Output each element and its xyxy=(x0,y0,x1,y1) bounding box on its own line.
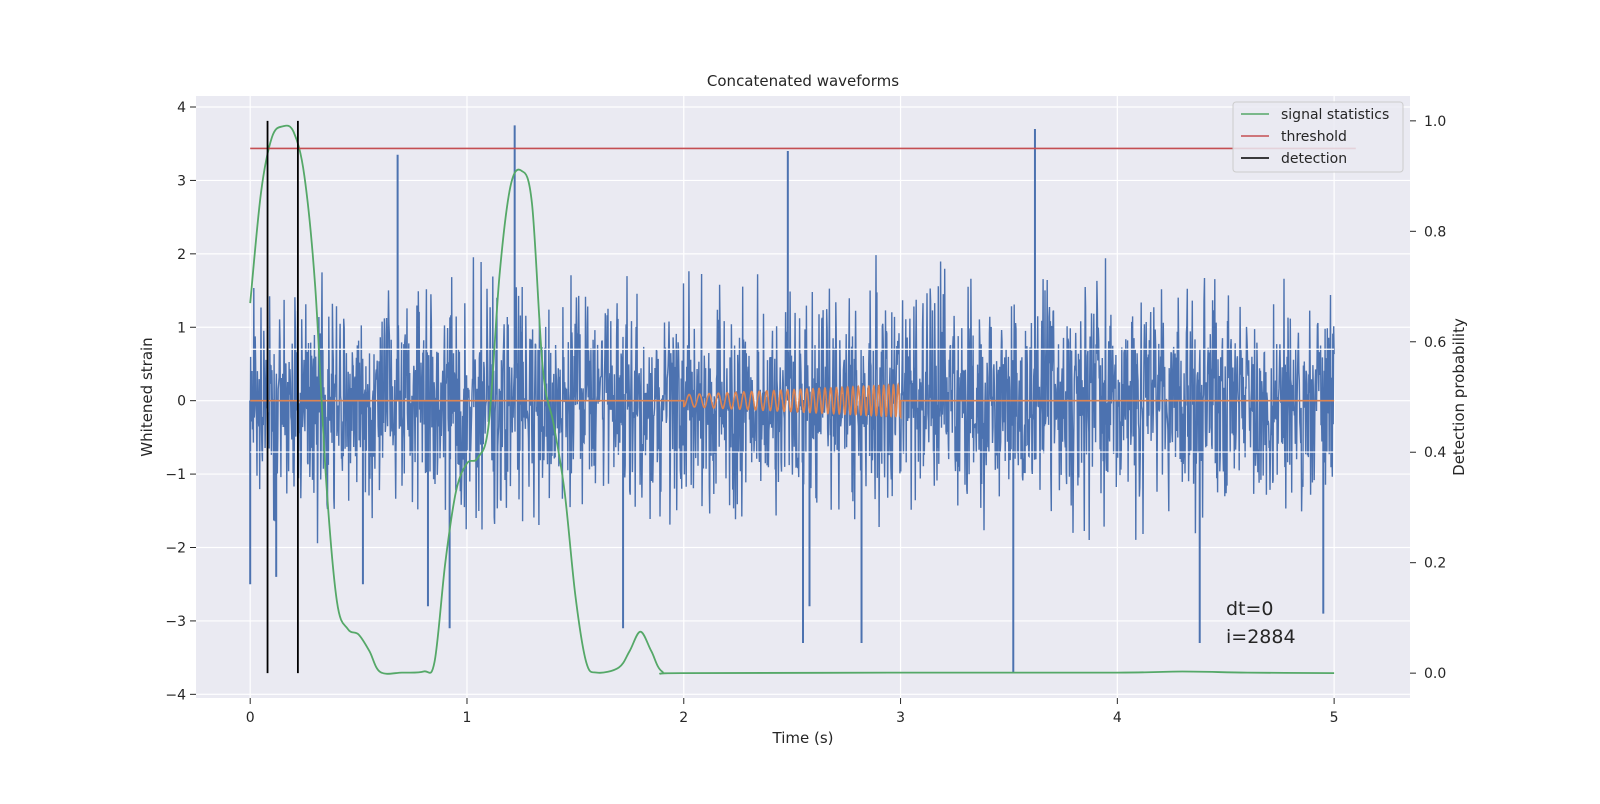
x-tick-label-1: 1 xyxy=(463,710,472,726)
x-tick-label-5: 5 xyxy=(1330,710,1339,726)
y-left-tick-label-6: 2 xyxy=(177,247,186,263)
strain-series xyxy=(249,125,1335,673)
y-left-tick-label-2: −2 xyxy=(165,541,186,557)
y-right-tick-label-2: 0.4 xyxy=(1424,445,1446,461)
injection-line xyxy=(250,382,1335,420)
y-right-tick-label-3: 0.6 xyxy=(1424,335,1446,351)
x-tick-label-2: 2 xyxy=(679,710,688,726)
detection-series xyxy=(266,120,299,674)
injection-series xyxy=(250,382,1335,420)
annotation-dt: dt=0 xyxy=(1226,598,1274,620)
legend-label-signal-statistics: signal statistics xyxy=(1281,107,1389,123)
x-axis-label: Time (s) xyxy=(772,729,834,747)
y-left-tick-label-4: 0 xyxy=(177,394,186,410)
legend: signal statistics threshold detection xyxy=(1232,101,1404,173)
legend-label-detection: detection xyxy=(1281,151,1347,167)
y-left-tick-label-1: −3 xyxy=(165,614,186,630)
y-left-tick-label-7: 3 xyxy=(177,173,186,189)
strain-line xyxy=(249,255,1335,544)
y-left-tick-label-5: 1 xyxy=(177,320,186,336)
x-tick-label-4: 4 xyxy=(1113,710,1122,726)
x-tick-label-0: 0 xyxy=(246,710,255,726)
y-axis-label-left: Whitened strain xyxy=(138,337,156,456)
legend-label-threshold: threshold xyxy=(1281,129,1347,145)
legend-box xyxy=(1232,101,1404,173)
signal-statistics-series xyxy=(249,124,1335,675)
annotation-index: i=2884 xyxy=(1226,626,1296,648)
x-tick-label-3: 3 xyxy=(896,710,905,726)
y-axis-label-right: Detection probability xyxy=(1450,318,1468,476)
ticks: 0 1 2 3 4 5 −4 −3 −2 −1 0 1 2 3 4 0.0 0.2 0.4 0.6 0.8 1.0 xyxy=(165,100,1446,726)
chart-title: Concatenated waveforms xyxy=(707,72,899,90)
y-right-tick-label-5: 1.0 xyxy=(1424,114,1446,130)
y-right-tick-label-4: 0.8 xyxy=(1424,224,1446,240)
y-left-tick-label-3: −1 xyxy=(165,467,186,483)
y-right-tick-label-1: 0.2 xyxy=(1424,556,1446,572)
y-left-tick-label-0: −4 xyxy=(165,687,186,703)
y-right-tick-label-0: 0.0 xyxy=(1424,666,1446,682)
y-left-tick-label-8: 4 xyxy=(177,100,186,116)
signal-statistics-line xyxy=(249,124,1335,675)
grid-overlay xyxy=(250,348,1335,453)
